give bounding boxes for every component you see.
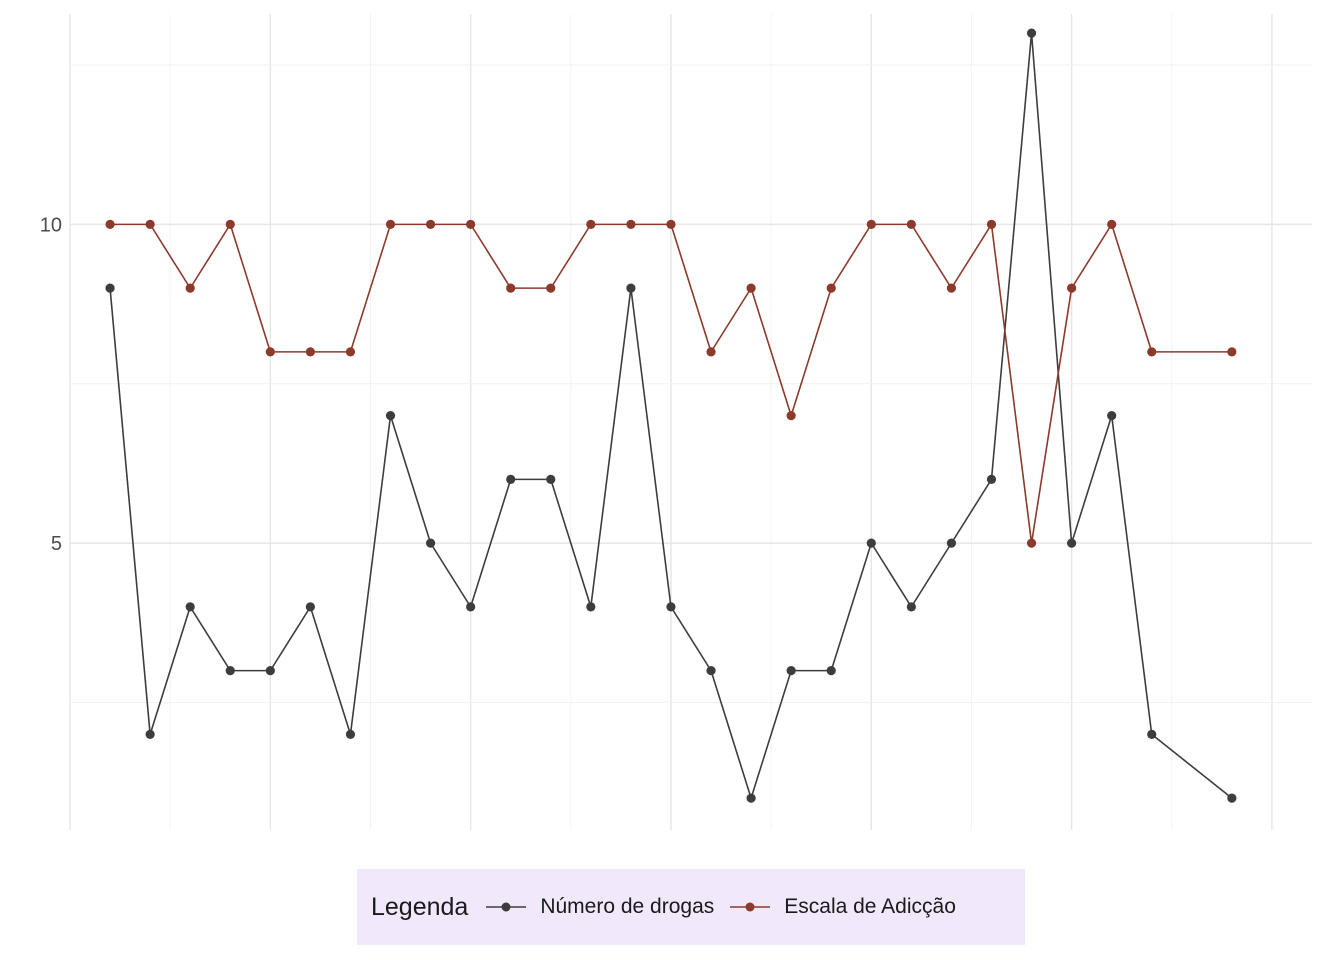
data-point xyxy=(345,729,356,739)
data-point xyxy=(506,283,516,293)
data-point xyxy=(906,602,916,612)
data-point xyxy=(1067,538,1077,548)
data-point xyxy=(826,283,836,293)
legend: Legenda Número de drogas Escala de Adicç… xyxy=(357,869,1025,945)
data-point xyxy=(185,283,195,293)
data-point xyxy=(666,602,676,612)
data-point xyxy=(586,602,596,612)
data-point xyxy=(385,219,396,229)
data-point xyxy=(385,411,396,421)
data-point xyxy=(706,347,716,357)
legend-key-escala-de-adiccao xyxy=(730,902,771,912)
data-point xyxy=(1227,793,1237,803)
data-point xyxy=(466,219,476,229)
data-point xyxy=(866,538,876,548)
data-point xyxy=(1107,411,1117,421)
data-point xyxy=(425,219,436,229)
data-point xyxy=(986,474,997,484)
data-point xyxy=(546,474,556,484)
data-point xyxy=(1067,283,1077,293)
data-point xyxy=(986,219,997,229)
y-tick-label: 10 xyxy=(40,214,62,236)
data-point xyxy=(666,219,676,229)
data-point xyxy=(225,666,235,676)
data-point xyxy=(345,347,356,357)
series-0 xyxy=(105,28,1237,803)
data-point xyxy=(626,219,636,229)
data-point xyxy=(746,793,756,803)
data-point xyxy=(305,347,315,357)
data-point xyxy=(466,602,476,612)
data-point xyxy=(1227,347,1237,357)
legend-title: Legenda xyxy=(371,892,469,921)
data-point xyxy=(826,666,836,676)
series-group xyxy=(105,28,1237,803)
data-point xyxy=(145,219,155,229)
y-tick-label: 5 xyxy=(51,533,62,555)
data-point xyxy=(105,219,115,229)
data-point xyxy=(1026,28,1037,38)
data-point xyxy=(946,283,957,293)
data-point xyxy=(546,283,556,293)
data-point xyxy=(786,666,796,676)
data-point xyxy=(185,602,195,612)
data-point xyxy=(746,283,756,293)
legend-key-numero-de-drogas xyxy=(486,902,527,912)
data-point xyxy=(506,474,516,484)
grid-lines xyxy=(69,14,1312,830)
data-point xyxy=(1026,538,1037,548)
data-point xyxy=(1147,729,1157,739)
series-line-0 xyxy=(109,32,1233,799)
data-point xyxy=(225,219,235,229)
data-point xyxy=(906,219,916,229)
data-point xyxy=(145,729,155,739)
data-point xyxy=(425,538,436,548)
legend-item-escala-de-adiccao: Escala de Adicção xyxy=(730,895,956,919)
y-axis-tick-labels: 5 10 xyxy=(40,214,62,555)
series-1 xyxy=(105,219,1237,548)
data-point xyxy=(305,602,315,612)
data-point xyxy=(105,283,115,293)
series-line-1 xyxy=(110,223,1232,544)
data-point xyxy=(626,283,636,293)
data-point xyxy=(265,347,275,357)
legend-item-numero-de-drogas: Número de drogas xyxy=(486,895,714,919)
data-point xyxy=(1107,219,1117,229)
legend-label-escala-de-adiccao: Escala de Adicção xyxy=(784,895,956,918)
data-point xyxy=(946,538,957,548)
data-point xyxy=(1147,347,1157,357)
data-point xyxy=(866,219,876,229)
data-point xyxy=(786,411,796,421)
data-point xyxy=(265,666,275,676)
data-point xyxy=(586,219,596,229)
data-point xyxy=(706,666,716,676)
legend-label-numero-de-drogas: Número de drogas xyxy=(540,895,715,918)
